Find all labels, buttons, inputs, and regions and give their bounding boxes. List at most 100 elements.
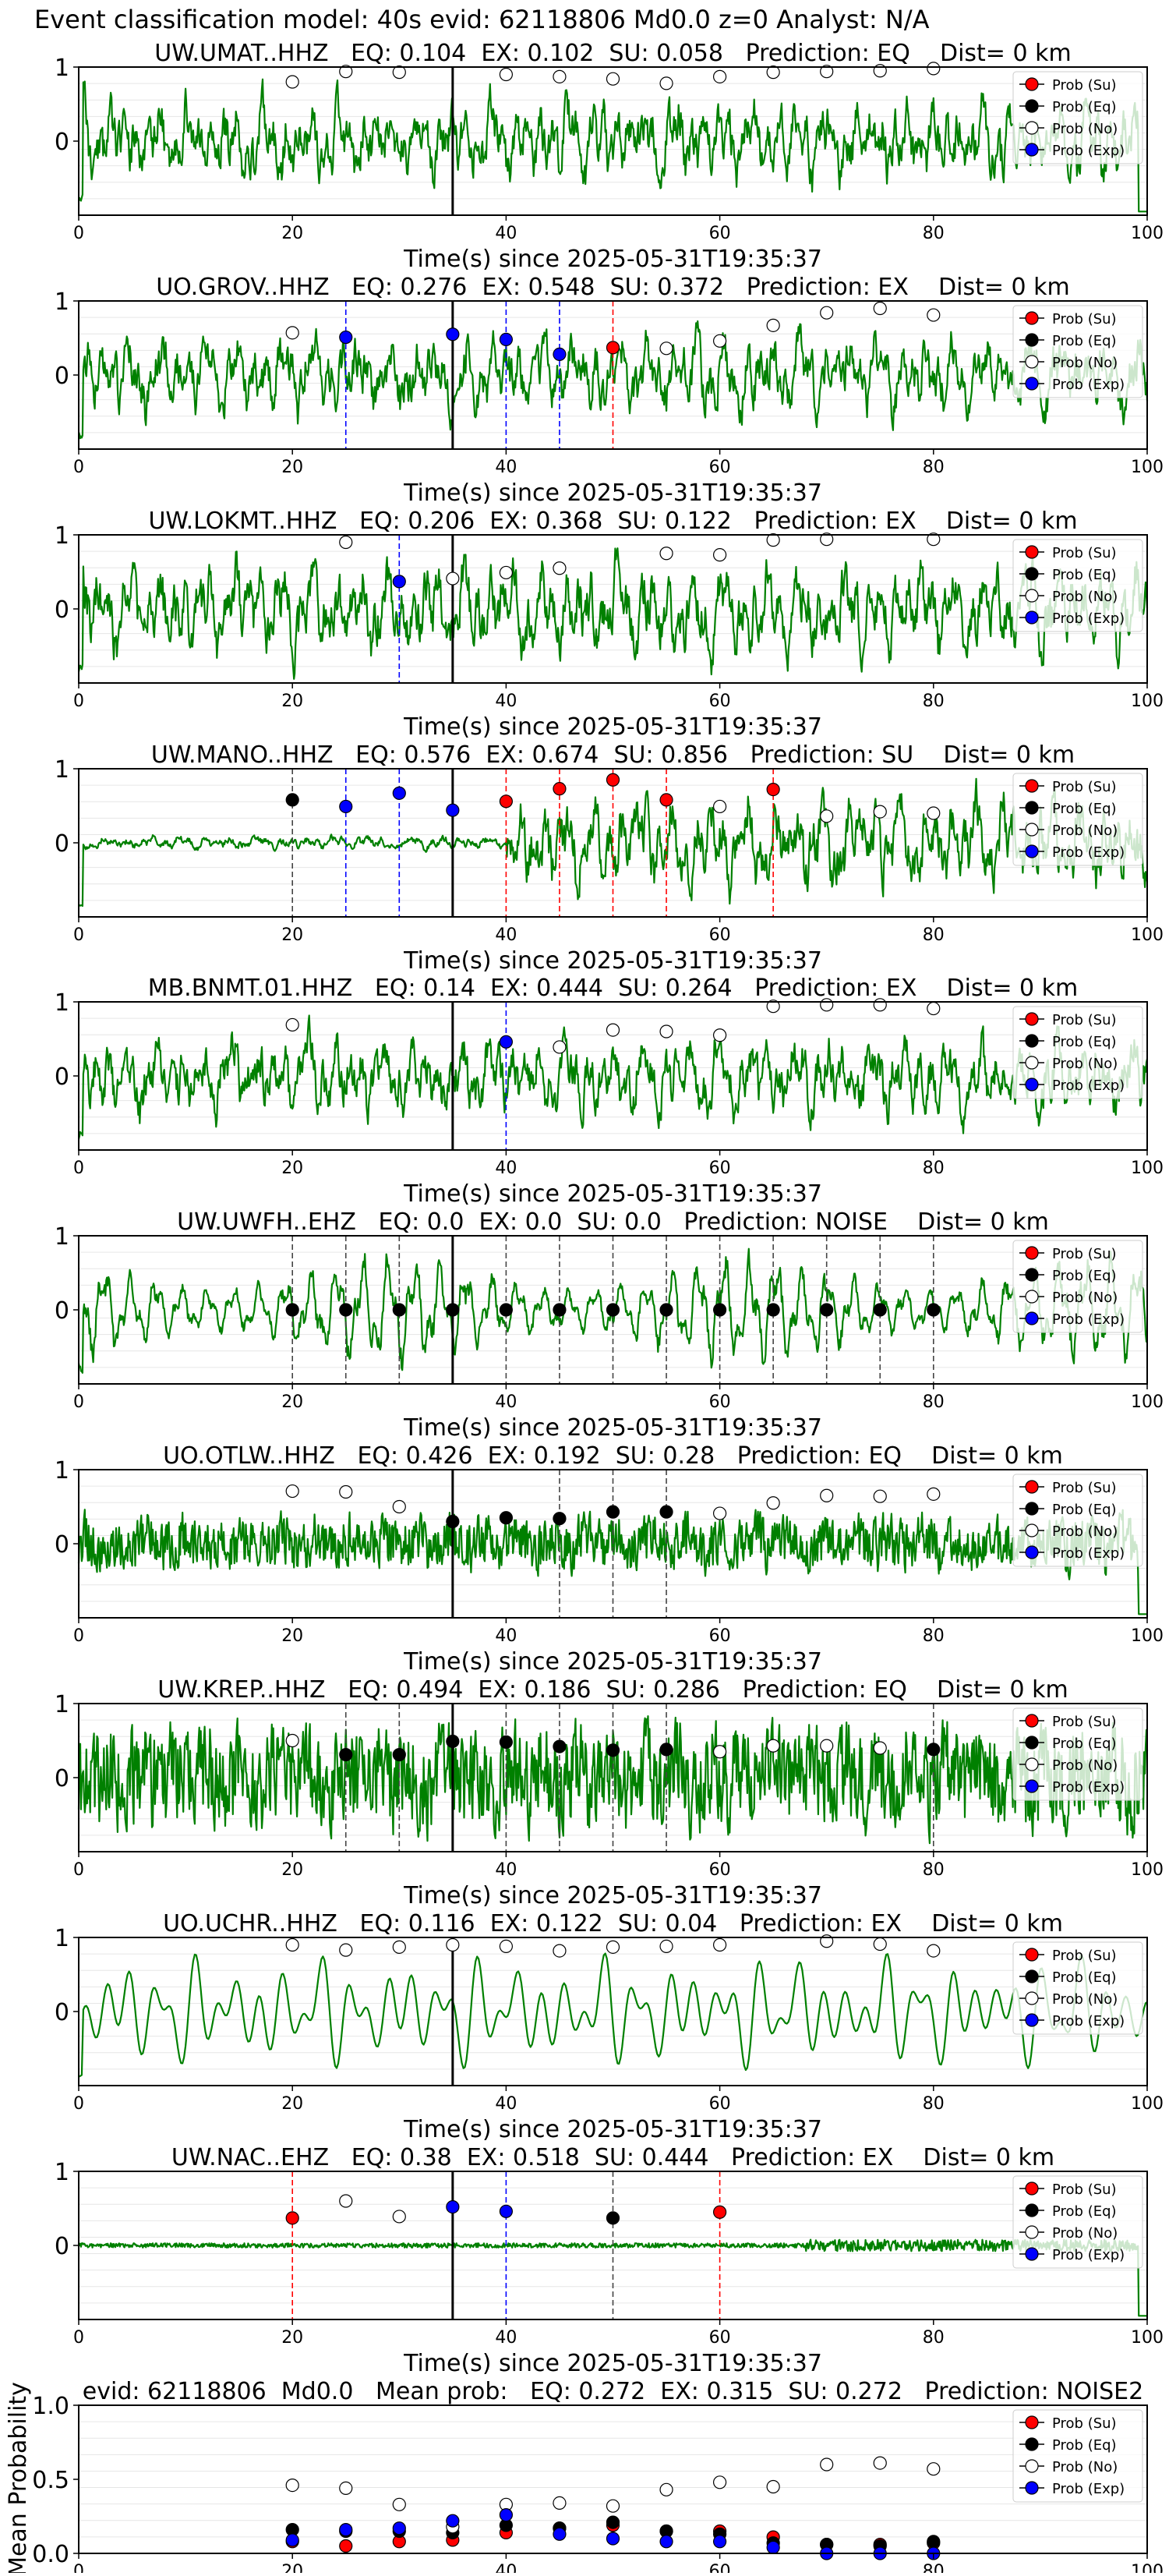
point-prob-eq bbox=[285, 1303, 299, 1317]
y-tick-label: 1 bbox=[55, 1925, 69, 1952]
point-prob-su bbox=[499, 794, 514, 809]
legend-label: Prob (Exp) bbox=[1052, 377, 1125, 393]
x-tick-label: 40 bbox=[495, 2094, 517, 2114]
legend-marker-no bbox=[1025, 1290, 1039, 1304]
legend-marker-exp bbox=[1025, 2013, 1039, 2027]
point-prob-eq bbox=[873, 1303, 887, 1317]
x-tick-label: 80 bbox=[923, 458, 945, 477]
x-tick-label: 80 bbox=[923, 2328, 945, 2348]
point-prob-no bbox=[553, 561, 567, 575]
x-axis-label: Time(s) since 2025-05-31T19:35:37 bbox=[403, 947, 822, 975]
x-axis-label: Time(s) since 2025-05-31T19:35:37 bbox=[403, 713, 822, 741]
subplot-title: UW.LOKMT..HHZ EQ: 0.206 EX: 0.368 SU: 0.… bbox=[148, 508, 1077, 535]
legend-label: Prob (Eq) bbox=[1052, 1034, 1117, 1050]
x-tick-label: 60 bbox=[709, 1159, 731, 1178]
legend: Prob (Su) Prob (Eq) Prob (No) Prob (Exp) bbox=[1012, 1707, 1143, 1801]
legend-marker-no bbox=[1025, 1056, 1039, 1070]
point-prob-eq bbox=[499, 1303, 514, 1317]
y-tick-label: 1 bbox=[55, 989, 69, 1017]
x-tick-label: 80 bbox=[923, 1626, 945, 1646]
subplot-9: 0 20 40 60 80 100 0 1 UO.UCHR..HHZ EQ: 0.116 EX:… bbox=[55, 1910, 1164, 2143]
x-tick-label: 20 bbox=[281, 1860, 303, 1880]
legend-label: Prob (Su) bbox=[1052, 2415, 1117, 2432]
x-tick-label: 0 bbox=[73, 2094, 84, 2114]
x-tick-label: 40 bbox=[495, 2328, 517, 2348]
x-tick-label: 100 bbox=[1131, 1392, 1164, 1412]
y-tick-label: 1 bbox=[55, 55, 69, 82]
legend-label: Prob (Eq) bbox=[1052, 99, 1117, 115]
legend-marker-no bbox=[1025, 823, 1039, 837]
waveform-trace bbox=[77, 78, 1148, 213]
y-tick-label: 0 bbox=[55, 129, 69, 156]
legend-box bbox=[1012, 1707, 1143, 1801]
legend-marker-exp bbox=[1025, 844, 1039, 858]
point-mean-no bbox=[712, 2475, 727, 2489]
legend-label: Prob (Exp) bbox=[1052, 2481, 1125, 2497]
legend-label: Prob (Eq) bbox=[1052, 2437, 1117, 2454]
point-prob-eq bbox=[606, 2211, 620, 2225]
point-prob-su bbox=[606, 341, 620, 355]
legend-label: Prob (Eq) bbox=[1052, 1268, 1117, 1284]
x-tick-label: 20 bbox=[281, 1159, 303, 1178]
x-axis-label: Time(s) since 2025-05-31T19:35:37 bbox=[403, 1648, 822, 1675]
legend-label: Prob (No) bbox=[1052, 1757, 1118, 1774]
x-tick-label: 100 bbox=[1131, 458, 1164, 477]
x-tick-label: 0 bbox=[73, 1626, 84, 1646]
x-tick-label: 60 bbox=[709, 2328, 731, 2348]
legend: Prob (Su) Prob (Eq) Prob (No) Prob (Exp) bbox=[1012, 539, 1143, 632]
y-tick-label: 1 bbox=[55, 522, 69, 550]
subplot-4: 0 20 40 60 80 100 0 1 UW.MANO..HHZ EQ: 0.576 EX:… bbox=[55, 741, 1164, 975]
y-tick-label: 0 bbox=[55, 1531, 69, 1559]
point-prob-no bbox=[820, 306, 834, 320]
legend-marker-eq bbox=[1025, 2203, 1039, 2217]
subplot-3: 0 20 40 60 80 100 0 1 UW.LOKMT..HHZ EQ: 0.206 EX… bbox=[55, 508, 1164, 741]
legend-marker-eq bbox=[1025, 801, 1039, 815]
legend-box bbox=[1012, 305, 1143, 398]
point-prob-no bbox=[873, 1937, 887, 1951]
x-tick-label: 60 bbox=[709, 925, 731, 945]
x-tick-label: 20 bbox=[281, 1626, 303, 1646]
legend-label: Prob (Exp) bbox=[1052, 844, 1125, 861]
subplot-title: UW.NAC..EHZ EQ: 0.38 EX: 0.518 SU: 0.444… bbox=[171, 2144, 1054, 2171]
x-tick-label: 40 bbox=[495, 1159, 517, 1178]
legend: Prob (Su) Prob (Eq) Prob (No) Prob (Exp) bbox=[1012, 773, 1143, 866]
legend-marker-exp bbox=[1025, 2481, 1039, 2495]
legend-marker-su bbox=[1025, 77, 1039, 91]
y-tick-label: 0.0 bbox=[32, 2541, 69, 2568]
y-tick-label: 0 bbox=[55, 1297, 69, 1325]
point-prob-no bbox=[606, 72, 620, 86]
legend-label: Prob (Su) bbox=[1052, 77, 1117, 94]
legend-label: Prob (No) bbox=[1052, 355, 1118, 371]
subplot-1: 0 20 40 60 80 100 0 1 UW.UMAT..HHZ EQ: 0.104 EX:… bbox=[55, 40, 1164, 273]
y-tick-label: 0 bbox=[55, 1999, 69, 2026]
point-prob-exp bbox=[339, 330, 353, 345]
subplot-11: 0 20 40 60 80 100 0.0 0.5 1.0 evid: 62118806 Md0.… bbox=[5, 2378, 1164, 2576]
x-axis-label: Time(s) since 2025-05-31T19:35:37 bbox=[403, 2350, 822, 2377]
point-mean-exp bbox=[339, 2523, 353, 2537]
legend-box bbox=[1012, 71, 1143, 165]
y-tick-label: 0 bbox=[55, 363, 69, 390]
point-prob-no bbox=[766, 1496, 780, 1510]
point-prob-eq bbox=[659, 1505, 673, 1519]
point-mean-eq bbox=[606, 2515, 620, 2529]
x-tick-label: 40 bbox=[495, 1860, 517, 1880]
subplot-title: UO.UCHR..HHZ EQ: 0.116 EX: 0.122 SU: 0.0… bbox=[163, 1910, 1063, 1937]
legend-box bbox=[1012, 1006, 1143, 1099]
subplot-title: UO.OTLW..HHZ EQ: 0.426 EX: 0.192 SU: 0.2… bbox=[163, 1442, 1063, 1470]
point-prob-no bbox=[499, 1939, 514, 1953]
point-prob-no bbox=[392, 65, 406, 80]
point-mean-exp bbox=[712, 2535, 727, 2549]
point-prob-eq bbox=[659, 1303, 673, 1317]
subplot-title: MB.BNMT.01.HHZ EQ: 0.14 EX: 0.444 SU: 0.… bbox=[148, 975, 1079, 1002]
subplot-6: 0 20 40 60 80 100 0 1 UW.UWFH..EHZ EQ: 0.0 EX: 0… bbox=[55, 1208, 1164, 1442]
x-tick-label: 60 bbox=[709, 692, 731, 711]
point-prob-no bbox=[927, 62, 941, 76]
legend-label: Prob (Eq) bbox=[1052, 1969, 1117, 1986]
y-tick-label: 1 bbox=[55, 756, 69, 784]
x-tick-label: 80 bbox=[923, 925, 945, 945]
x-tick-label: 100 bbox=[1131, 1860, 1164, 1880]
figure-title: Event classification model: 40s evid: 62… bbox=[34, 5, 930, 34]
x-tick-label: 80 bbox=[923, 2094, 945, 2114]
legend-label: Prob (No) bbox=[1052, 1523, 1118, 1540]
point-prob-eq bbox=[606, 1743, 620, 1757]
